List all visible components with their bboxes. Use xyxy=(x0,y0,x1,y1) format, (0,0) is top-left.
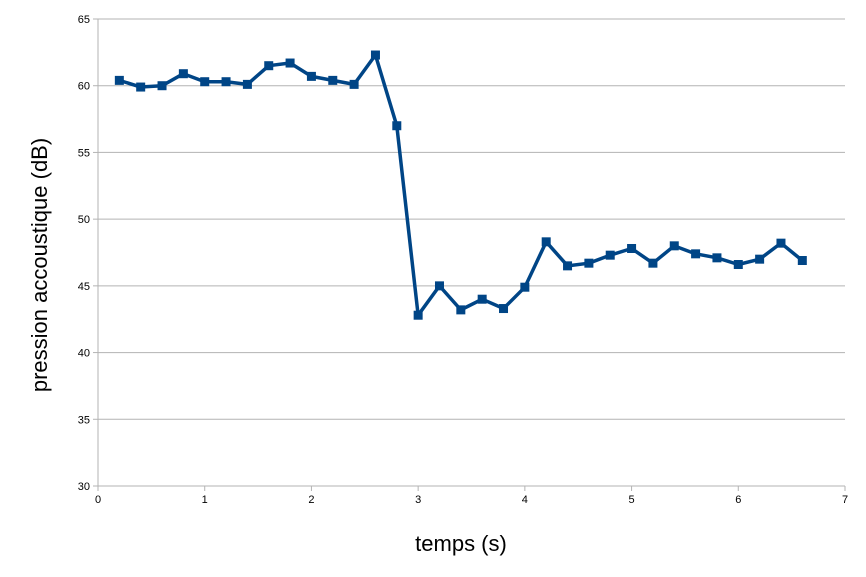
data-point xyxy=(370,50,380,60)
data-point xyxy=(242,79,252,89)
series-line-path xyxy=(118,53,804,317)
data-point xyxy=(605,250,615,260)
axes xyxy=(93,18,846,491)
data-point xyxy=(477,294,487,304)
y-tick-label: 50 xyxy=(78,214,90,226)
data-point xyxy=(434,281,444,291)
y-tick-label: 40 xyxy=(78,348,90,360)
y-axis-title: pression accoustique (dB) xyxy=(27,138,52,392)
x-tick-label: 4 xyxy=(522,494,528,506)
x-tick-label: 3 xyxy=(415,494,421,506)
x-tick-label: 7 xyxy=(842,494,848,506)
data-point xyxy=(755,254,765,264)
data-point xyxy=(669,241,679,251)
series-line xyxy=(118,53,804,317)
data-point xyxy=(413,310,423,320)
data-point xyxy=(499,304,509,314)
data-point xyxy=(456,305,466,315)
data-point xyxy=(200,77,210,87)
data-point xyxy=(627,243,637,253)
data-point xyxy=(178,69,188,79)
data-point xyxy=(563,261,573,271)
data-point xyxy=(136,82,146,92)
data-point xyxy=(797,256,807,266)
gridlines xyxy=(98,18,845,487)
data-point xyxy=(157,81,167,91)
data-point xyxy=(114,75,124,85)
series-markers xyxy=(114,50,807,320)
x-tick-label: 2 xyxy=(308,494,314,506)
data-point xyxy=(285,58,295,68)
y-tick-label: 30 xyxy=(78,481,90,493)
data-point xyxy=(392,121,402,131)
y-tick-label: 60 xyxy=(78,81,90,93)
data-point xyxy=(306,71,316,81)
data-point xyxy=(328,75,338,85)
data-point xyxy=(733,260,743,270)
x-tick-label: 5 xyxy=(629,494,635,506)
data-point xyxy=(691,249,701,259)
data-point xyxy=(712,253,722,263)
data-point xyxy=(349,79,359,89)
y-tick-label: 35 xyxy=(78,414,90,426)
data-point xyxy=(221,77,231,87)
x-axis-title: temps (s) xyxy=(415,531,507,556)
data-point xyxy=(520,282,530,292)
data-point xyxy=(541,237,551,247)
y-tick-label: 45 xyxy=(78,281,90,293)
y-tick-label: 65 xyxy=(78,14,90,26)
y-tick-label: 55 xyxy=(78,147,90,159)
x-tick-label: 0 xyxy=(95,494,101,506)
data-point xyxy=(776,238,786,248)
x-tick-label: 1 xyxy=(202,494,208,506)
x-tick-label: 6 xyxy=(735,494,741,506)
data-point xyxy=(264,61,274,71)
data-point xyxy=(584,258,594,268)
data-point xyxy=(648,258,658,268)
